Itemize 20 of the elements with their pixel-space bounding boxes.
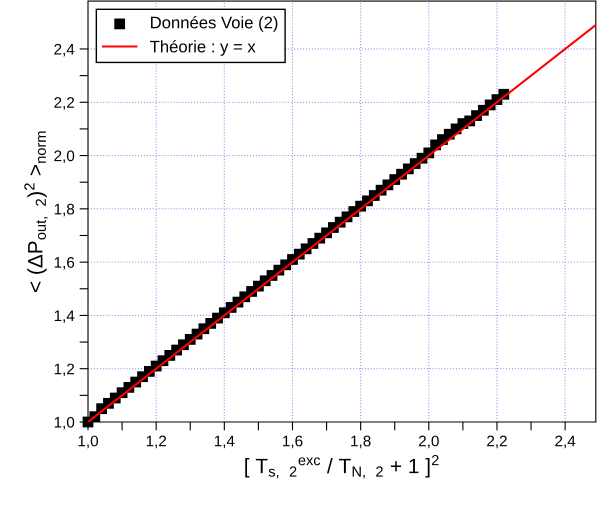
y-tick-label: 2,4 <box>54 44 74 56</box>
legend-label: Théorie : y = x <box>150 40 256 56</box>
y-tick-label: 1,2 <box>54 364 74 376</box>
x-axis-title: [ T$_{s, 2}$$^{exc}$ / T$_{N, 2}$ + 1 ]$^{2}$ <box>245 454 439 478</box>
y-tick-label: 1,0 <box>54 416 74 430</box>
y-tick-label: 1,8 <box>54 204 74 216</box>
x-tick-label: 2,4 <box>555 436 576 448</box>
y-tick-label: 1,4 <box>54 310 74 323</box>
x-tick-label: 2,2 <box>487 436 507 448</box>
legend-label: Données Voie (2) <box>151 16 278 32</box>
y-tick-label: 2,2 <box>54 97 74 110</box>
y-tick-label: 1,6 <box>54 257 74 270</box>
x-tick-label: 1,4 <box>214 436 234 448</box>
x-tick-label: 1,6 <box>283 436 302 448</box>
x-tick-label: 1,2 <box>146 436 166 448</box>
y-tick-label: 2,0 <box>54 150 74 164</box>
x-tick-label: 1,8 <box>351 436 371 448</box>
y-axis-title: < (ΔP$_{out, 2}$)$^{2}$ >$_{norm}$ <box>24 132 48 292</box>
x-tick-label: 2,0 <box>418 436 439 448</box>
x-tick-label: 1,0 <box>78 436 98 448</box>
